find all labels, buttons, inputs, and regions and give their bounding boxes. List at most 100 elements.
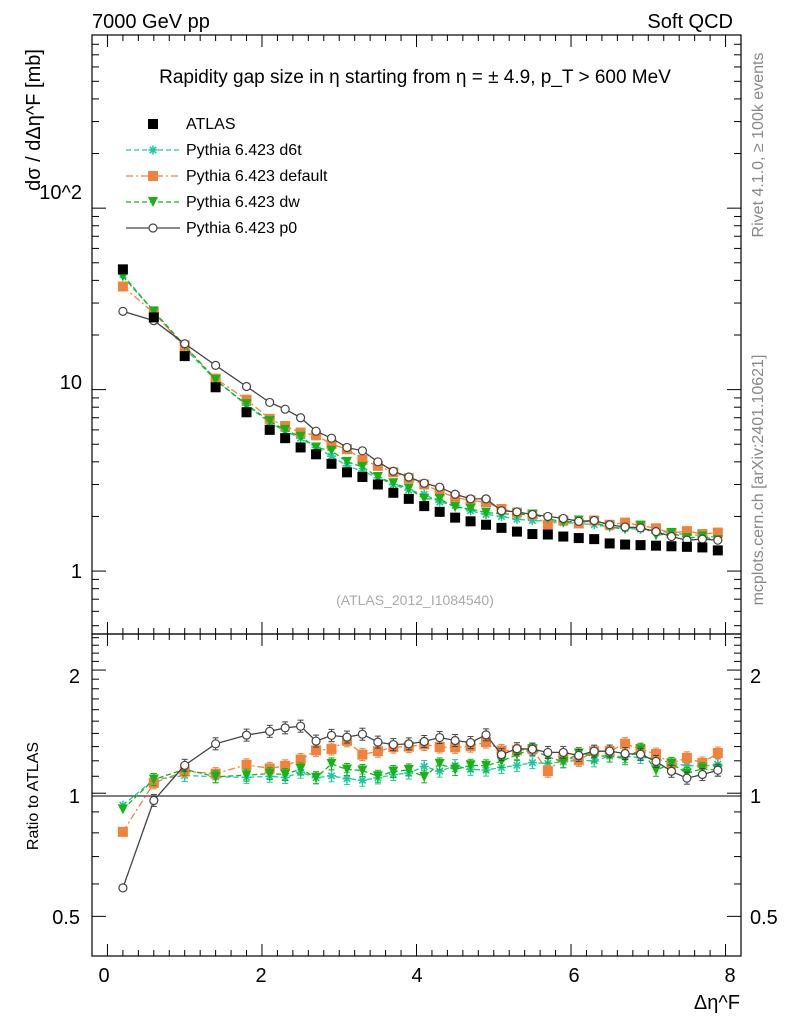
star-stroke <box>358 776 367 784</box>
data-point-atlas <box>241 407 252 418</box>
data-point-pythia-6-423-p0 <box>543 511 553 522</box>
legend-symbol <box>148 197 158 207</box>
data-point-pythia-6-423-p0 <box>388 466 398 476</box>
data-point-pythia-6-423-dw <box>372 471 383 482</box>
data-point-atlas <box>264 424 275 435</box>
ratio-point-pythia-6-423-default <box>481 737 492 748</box>
ratio-point-pythia-6-423-dw <box>403 764 414 775</box>
ratio-point-pythia-6-423-dw <box>117 804 128 815</box>
data-point-atlas <box>604 538 615 549</box>
series-line-pythia-6-423-dw <box>122 276 718 541</box>
data-point-pythia-6-423-p0 <box>419 478 429 488</box>
data-point-atlas <box>450 512 461 523</box>
ratio-point-pythia-6-423-p0 <box>543 747 553 758</box>
ratio-point-pythia-6-423-p0 <box>311 736 321 746</box>
legend-marker-d6t <box>126 145 180 155</box>
ratio-point-pythia-6-423-default <box>434 741 445 752</box>
data-point-pythia-6-423-p0 <box>180 339 190 349</box>
rivet-version-label: Rivet 4.1.0, ≥ 100k events <box>750 53 767 238</box>
data-point-pythia-6-423-p0 <box>118 306 128 316</box>
ratio-point-pythia-6-423-p0 <box>682 773 692 783</box>
data-point-pythia-6-423-p0 <box>296 413 306 423</box>
data-point-pythia-6-423-dw <box>481 507 492 518</box>
ratio-tick-label-2-right: 2 <box>750 666 761 688</box>
ratio-point-pythia-6-423-default <box>295 754 306 765</box>
ratio-point-pythia-6-423-default <box>542 766 553 777</box>
star-stroke <box>435 767 444 775</box>
data-point-pythia-6-423-dw <box>295 431 306 442</box>
x-tick-labels: 0 2 4 6 8 <box>98 965 735 987</box>
x-tick-label-2: 2 <box>255 965 266 987</box>
data-point-pythia-6-423-dw <box>311 442 322 453</box>
data-point-pythia-6-423-p0 <box>512 507 522 517</box>
data-point-atlas <box>210 382 221 393</box>
legend-label-default: Pythia 6.423 default <box>186 168 328 185</box>
ratio-point-pythia-6-423-dw <box>558 756 569 767</box>
data-point-pythia-6-423-dw <box>419 493 430 504</box>
legend-symbol <box>148 119 158 129</box>
legend-label-atlas: ATLAS <box>186 116 236 133</box>
data-point-atlas <box>651 540 662 551</box>
ratio-point-pythia-6-423-p0 <box>558 747 568 758</box>
data-point-pythia-6-423-p0 <box>574 516 584 526</box>
data-point-pythia-6-423-p0 <box>496 506 507 516</box>
ratio-point-pythia-6-423-p0 <box>373 737 383 747</box>
header-process-label: Soft QCD <box>647 11 733 33</box>
ratio-point-pythia-6-423-p0 <box>481 730 491 740</box>
ratio-line-pythia-6-423-d6t <box>122 755 718 806</box>
data-point-atlas <box>311 449 322 460</box>
data-point-atlas <box>620 539 631 550</box>
analysis-watermark: (ATLAS_2012_I1084540) <box>336 592 494 608</box>
data-point-atlas <box>179 351 190 362</box>
ratio-point-pythia-6-423-p0 <box>404 739 414 749</box>
ratio-point-pythia-6-423-p0 <box>527 744 537 754</box>
data-point-atlas <box>589 534 600 545</box>
data-point-atlas <box>280 433 291 444</box>
x-tick-label-6: 6 <box>568 965 579 987</box>
data-point-pythia-6-423-p0 <box>241 381 252 392</box>
legend-symbol <box>148 171 158 181</box>
ratio-point-pythia-6-423-p0 <box>496 749 507 760</box>
data-point-atlas <box>295 442 306 453</box>
ratio-point-pythia-6-423-default <box>311 745 322 756</box>
ratio-point-pythia-6-423-dw <box>372 771 383 782</box>
data-point-pythia-6-423-p0 <box>465 494 476 504</box>
ratio-point-pythia-6-423-dw <box>496 756 507 767</box>
ratio-line-pythia-6-423-p0 <box>122 725 718 889</box>
ratio-point-pythia-6-423-dw <box>481 760 492 771</box>
data-point-pythia-6-423-p0 <box>357 446 368 456</box>
legend-entry-d6t: Pythia 6.423 d6t <box>126 142 302 159</box>
data-point-pythia-6-423-p0 <box>311 426 321 436</box>
ratio-point-pythia-6-423-p0 <box>342 732 352 742</box>
ratio-point-pythia-6-423-p0 <box>697 769 707 780</box>
ratio-point-pythia-6-423-p0 <box>465 737 476 748</box>
ratio-tick-label-0p5: 0.5 <box>52 907 80 929</box>
y-axis-label: dσ / dΔη^F [mb] <box>23 49 45 191</box>
mcplots-label: mcplots.cern.ch [arXiv:2401.10621] <box>750 355 767 606</box>
data-point-pythia-6-423-p0 <box>326 433 337 443</box>
ratio-tick-label-1-right: 1 <box>750 786 761 808</box>
data-point-atlas <box>712 545 723 556</box>
data-point-pythia-6-423-dw <box>465 503 476 514</box>
data-point-pythia-6-423-dw <box>450 502 461 513</box>
legend-marker-atlas <box>148 119 158 129</box>
data-point-pythia-6-423-dw <box>280 424 291 435</box>
data-point-atlas <box>372 479 383 490</box>
ratio-point-pythia-6-423-p0 <box>149 795 159 806</box>
ratio-tick-labels: 0.5 1 2 0.5 1 2 <box>52 666 778 929</box>
data-point-pythia-6-423-p0 <box>342 442 352 453</box>
main-axis-ticks <box>92 34 741 634</box>
star-stroke <box>343 774 351 783</box>
data-point-pythia-6-423-p0 <box>635 523 646 533</box>
data-point-pythia-6-423-p0 <box>620 522 630 532</box>
ratio-series-pythia-6-423-p0 <box>118 719 723 893</box>
data-point-pythia-6-423-p0 <box>265 397 275 408</box>
data-point-pythia-6-423-p0 <box>651 527 661 537</box>
data-point-pythia-6-423-p0 <box>373 457 383 467</box>
data-point-pythia-6-423-p0 <box>605 520 615 530</box>
ratio-point-pythia-6-423-p0 <box>512 744 522 754</box>
ratio-point-pythia-6-423-default <box>620 738 631 749</box>
legend-entry-default: Pythia 6.423 default <box>126 168 328 185</box>
data-point-atlas <box>481 519 492 530</box>
ratio-point-pythia-6-423-p0 <box>180 760 190 770</box>
